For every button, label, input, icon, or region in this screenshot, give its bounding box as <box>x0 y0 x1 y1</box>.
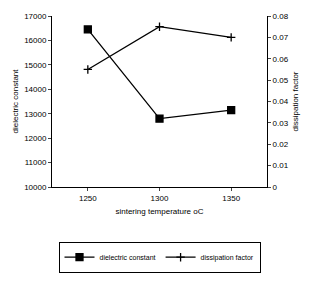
svg-text:0: 0 <box>273 183 278 192</box>
svg-text:11000: 11000 <box>25 158 47 167</box>
svg-text:0.03: 0.03 <box>273 119 289 128</box>
svg-text:dielectric constant: dielectric constant <box>100 254 156 261</box>
svg-text:1250: 1250 <box>79 194 97 203</box>
svg-text:0.01: 0.01 <box>273 161 289 170</box>
svg-text:1350: 1350 <box>222 194 240 203</box>
svg-text:0.08: 0.08 <box>273 12 289 21</box>
svg-text:0.02: 0.02 <box>273 140 289 149</box>
svg-text:0.07: 0.07 <box>273 33 289 42</box>
svg-text:14000: 14000 <box>24 85 47 94</box>
svg-text:0.06: 0.06 <box>273 55 289 64</box>
svg-text:dissipation factor: dissipation factor <box>291 71 300 131</box>
svg-text:12000: 12000 <box>24 134 47 143</box>
svg-text:10000: 10000 <box>24 183 47 192</box>
svg-text:13000: 13000 <box>24 110 47 119</box>
svg-text:0.04: 0.04 <box>273 97 289 106</box>
svg-text:15000: 15000 <box>24 61 47 70</box>
svg-text:sintering temperature oC: sintering temperature oC <box>115 207 203 216</box>
svg-text:0.05: 0.05 <box>273 76 289 85</box>
svg-text:1300: 1300 <box>151 194 169 203</box>
svg-text:dielectric constant: dielectric constant <box>11 69 20 134</box>
svg-text:dissipation factor: dissipation factor <box>201 254 254 262</box>
svg-text:17000: 17000 <box>24 12 47 21</box>
svg-text:16000: 16000 <box>24 36 47 45</box>
